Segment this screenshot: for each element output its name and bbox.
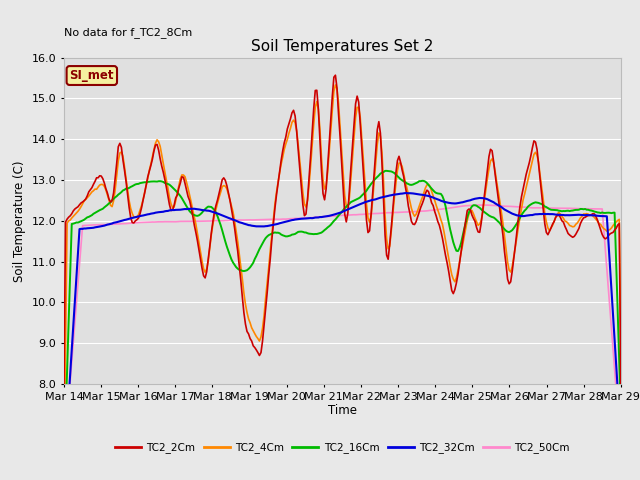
- Text: SI_met: SI_met: [70, 69, 114, 82]
- Text: No data for f_TC2_8Cm: No data for f_TC2_8Cm: [64, 27, 192, 38]
- Title: Soil Temperatures Set 2: Soil Temperatures Set 2: [252, 39, 433, 54]
- Legend: TC2_2Cm, TC2_4Cm, TC2_16Cm, TC2_32Cm, TC2_50Cm: TC2_2Cm, TC2_4Cm, TC2_16Cm, TC2_32Cm, TC…: [111, 438, 573, 457]
- X-axis label: Time: Time: [328, 405, 357, 418]
- Y-axis label: Soil Temperature (C): Soil Temperature (C): [13, 160, 26, 282]
